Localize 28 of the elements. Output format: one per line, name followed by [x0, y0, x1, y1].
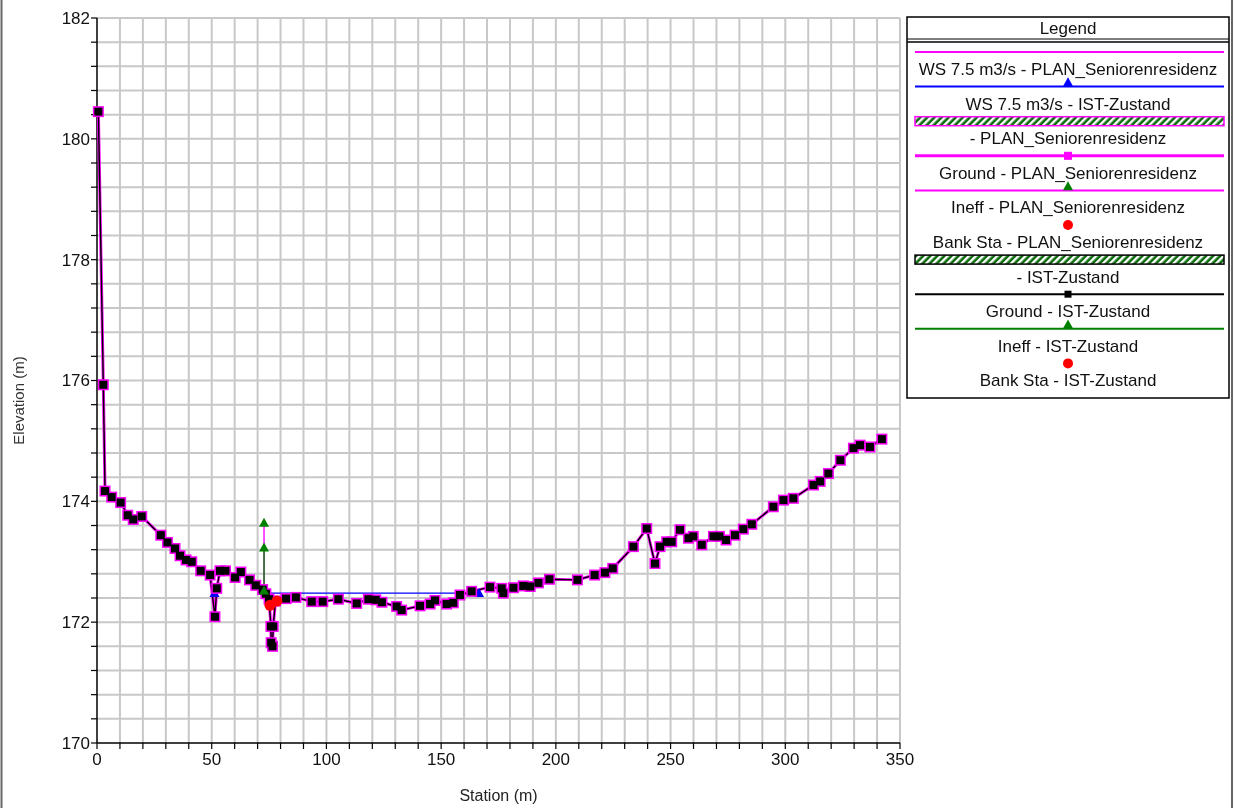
x-axis-title: Station (m)	[459, 787, 538, 804]
x-tick-label: 300	[771, 750, 800, 769]
legend-label: WS 7.5 m3/s - IST-Zustand	[965, 94, 1171, 114]
x-tick-label: 50	[202, 750, 222, 769]
x-tick-label: 250	[656, 750, 685, 769]
y-tick-label: 180	[61, 129, 90, 149]
y-tick-label: 178	[61, 250, 90, 270]
x-tick-label: 200	[541, 750, 571, 769]
y-tick-label: 174	[61, 492, 90, 512]
y-tick-label: 170	[61, 733, 90, 753]
x-tick-label: 350	[885, 750, 915, 769]
legend-label: Bank Sta - IST-Zustand	[979, 371, 1157, 391]
legend-label: WS 7.5 m3/s - PLAN_Seniorenresidenz	[918, 59, 1218, 79]
legend-label: - PLAN_Seniorenresidenz	[969, 129, 1167, 149]
legend-label: Ground - IST-Zustand	[985, 302, 1151, 322]
y-tick-label: 172	[61, 613, 90, 633]
y-tick-label: 182	[61, 8, 90, 28]
legend-label: Ineff - PLAN_Seniorenresidenz	[950, 198, 1186, 218]
legend-label: Bank Sta - PLAN_Seniorenresidenz	[932, 232, 1204, 252]
legend-title: Legend	[1039, 18, 1097, 38]
legend-label: - IST-Zustand	[1016, 267, 1120, 287]
y-tick-label: 176	[61, 371, 90, 391]
y-axis-title: Elevation (m)	[10, 356, 27, 445]
legend-label: Ineff - IST-Zustand	[997, 336, 1139, 356]
x-tick-label: 100	[312, 750, 341, 769]
x-tick-label: 150	[426, 750, 456, 769]
x-tick-label: 0	[92, 750, 102, 769]
legend-label: Ground - PLAN_Seniorenresidenz	[939, 163, 1197, 183]
